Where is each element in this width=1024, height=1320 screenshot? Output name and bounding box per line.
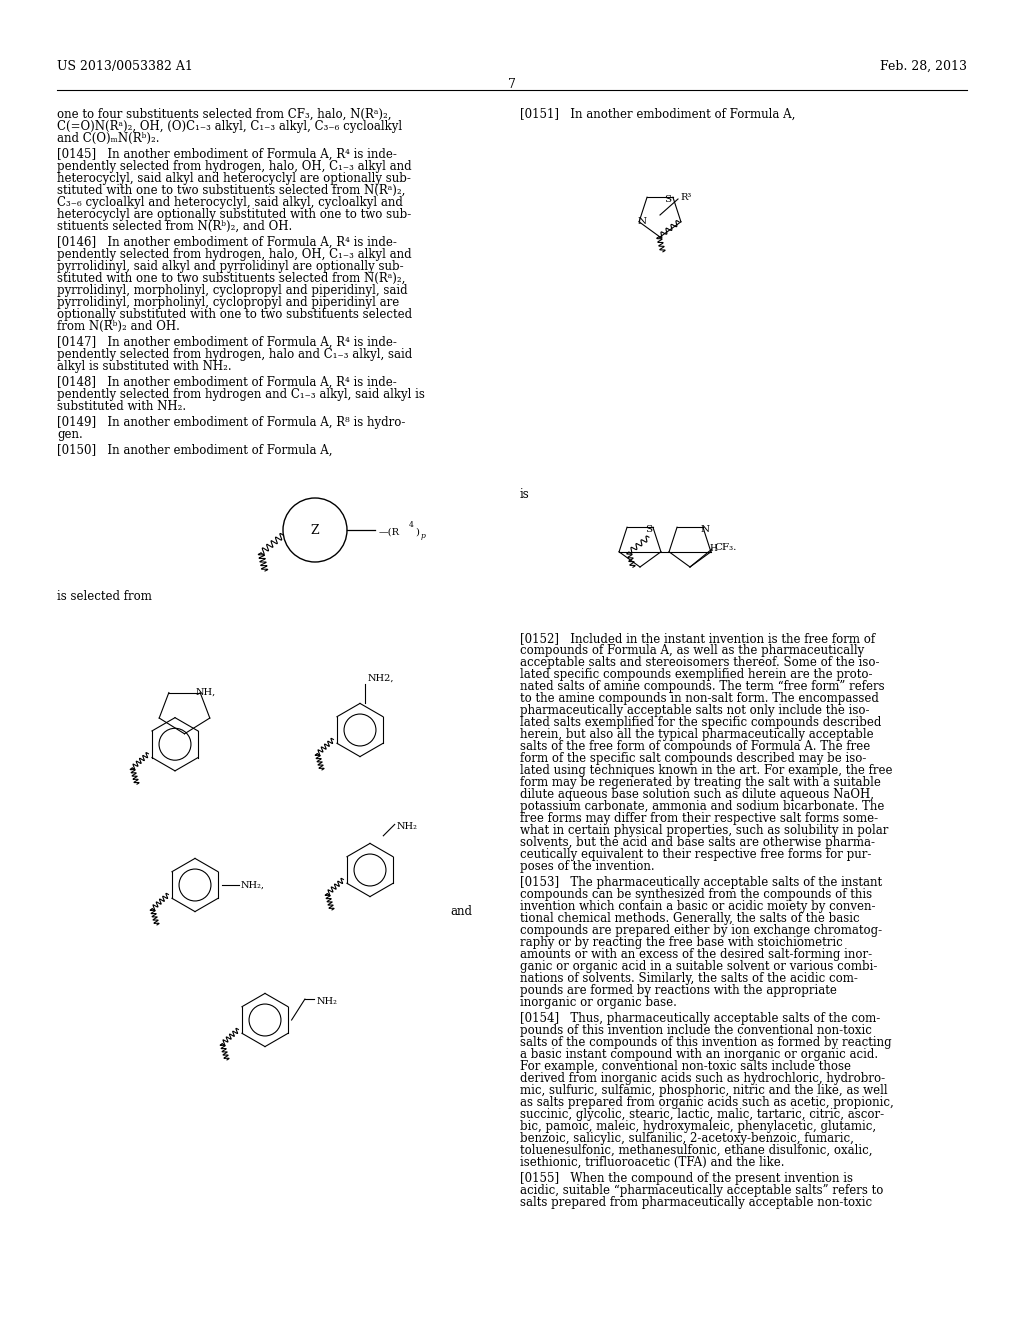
Text: a basic instant compound with an inorganic or organic acid.: a basic instant compound with an inorgan… [520, 1048, 879, 1061]
Text: NH₂,: NH₂, [241, 880, 264, 890]
Text: lated using techniques known in the art. For example, the free: lated using techniques known in the art.… [520, 764, 893, 777]
Text: H: H [709, 544, 717, 553]
Text: [0155]   When the compound of the present invention is: [0155] When the compound of the present … [520, 1172, 853, 1185]
Text: 4: 4 [409, 521, 414, 529]
Text: C₃₋₆ cycloalkyl and heterocyclyl, said alkyl, cycloalkyl and: C₃₋₆ cycloalkyl and heterocyclyl, said a… [57, 195, 402, 209]
Text: derived from inorganic acids such as hydrochloric, hydrobrо-: derived from inorganic acids such as hyd… [520, 1072, 885, 1085]
Text: nations of solvents. Similarly, the salts of the acidic com-: nations of solvents. Similarly, the salt… [520, 972, 858, 985]
Text: compounds of Formula A, as well as the pharmaceutically: compounds of Formula A, as well as the p… [520, 644, 864, 657]
Text: as salts prepared from organic acids such as acetic, propionic,: as salts prepared from organic acids suc… [520, 1096, 894, 1109]
Text: and: and [450, 906, 472, 917]
Text: pyrrolidinyl, morpholinyl, cyclopropyl and piperidinyl are: pyrrolidinyl, morpholinyl, cyclopropyl a… [57, 296, 399, 309]
Text: herein, but also all the typical pharmaceutically acceptable: herein, but also all the typical pharmac… [520, 729, 873, 741]
Text: US 2013/0053382 A1: US 2013/0053382 A1 [57, 59, 193, 73]
Text: ): ) [415, 528, 419, 536]
Text: NH2,: NH2, [368, 673, 394, 682]
Text: NH₂: NH₂ [316, 997, 337, 1006]
Text: pendently selected from hydrogen, halo and C₁₋₃ alkyl, said: pendently selected from hydrogen, halo a… [57, 348, 413, 360]
Text: salts prepared from pharmaceutically acceptable non-toxic: salts prepared from pharmaceutically acc… [520, 1196, 872, 1209]
Text: heterocyclyl, said alkyl and heterocyclyl are optionally sub-: heterocyclyl, said alkyl and heterocycly… [57, 172, 411, 185]
Text: [0147]   In another embodiment of Formula A, R⁴ is inde-: [0147] In another embodiment of Formula … [57, 337, 397, 348]
Text: Z: Z [310, 524, 319, 536]
Text: [0153]   The pharmaceutically acceptable salts of the instant: [0153] The pharmaceutically acceptable s… [520, 876, 882, 888]
Text: poses of the invention.: poses of the invention. [520, 861, 654, 873]
Text: NH₂: NH₂ [396, 822, 418, 830]
Text: lated salts exemplified for the specific compounds described: lated salts exemplified for the specific… [520, 715, 882, 729]
Text: —(R: —(R [379, 528, 400, 536]
Text: stituted with one to two substituents selected from N(Rᵃ)₂,: stituted with one to two substituents se… [57, 272, 406, 285]
Text: stituents selected from N(Rᵇ)₂, and OH.: stituents selected from N(Rᵇ)₂, and OH. [57, 220, 292, 234]
Text: potassium carbonate, ammonia and sodium bicarbonate. The: potassium carbonate, ammonia and sodium … [520, 800, 885, 813]
Text: [0154]   Thus, pharmaceutically acceptable salts of the com-: [0154] Thus, pharmaceutically acceptable… [520, 1012, 881, 1026]
Text: one to four substituents selected from CF₃, halo, N(Rᵃ)₂,: one to four substituents selected from C… [57, 108, 391, 121]
Text: salts of the free form of compounds of Formula A. The free: salts of the free form of compounds of F… [520, 741, 870, 752]
Text: [0151]   In another embodiment of Formula A,: [0151] In another embodiment of Formula … [520, 108, 796, 121]
Text: solvents, but the acid and base salts are otherwise pharma-: solvents, but the acid and base salts ar… [520, 836, 874, 849]
Text: substituted with NH₂.: substituted with NH₂. [57, 400, 186, 413]
Text: isethionic, trifluoroacetic (TFA) and the like.: isethionic, trifluoroacetic (TFA) and th… [520, 1156, 784, 1170]
Text: S: S [665, 195, 672, 203]
Text: acidic, suitable “pharmaceutically acceptable salts” refers to: acidic, suitable “pharmaceutically accep… [520, 1184, 884, 1197]
Text: form of the specific salt compounds described may be iso-: form of the specific salt compounds desc… [520, 752, 866, 766]
Text: [0149]   In another embodiment of Formula A, R⁸ is hydro-: [0149] In another embodiment of Formula … [57, 416, 406, 429]
Text: is selected from: is selected from [57, 590, 152, 603]
Text: pendently selected from hydrogen, halo, OH, C₁₋₃ alkyl and: pendently selected from hydrogen, halo, … [57, 160, 412, 173]
Text: [0146]   In another embodiment of Formula A, R⁴ is inde-: [0146] In another embodiment of Formula … [57, 236, 397, 249]
Text: ganic or organic acid in a suitable solvent or various combi-: ganic or organic acid in a suitable solv… [520, 960, 878, 973]
Text: stituted with one to two substituents selected from N(Rᵃ)₂,: stituted with one to two substituents se… [57, 183, 406, 197]
Text: and C(O)ₘN(Rᵇ)₂.: and C(O)ₘN(Rᵇ)₂. [57, 132, 160, 145]
Text: form may be regenerated by treating the salt with a suitable: form may be regenerated by treating the … [520, 776, 881, 789]
Text: succinic, glycolic, stearic, lactic, malic, tartaric, citric, ascor-: succinic, glycolic, stearic, lactic, mal… [520, 1107, 884, 1121]
Text: compounds are prepared either by ion exchange chromatog-: compounds are prepared either by ion exc… [520, 924, 882, 937]
Text: N: N [700, 525, 710, 533]
Text: pyrrolidinyl, said alkyl and pyrrolidinyl are optionally sub-: pyrrolidinyl, said alkyl and pyrrolidiny… [57, 260, 403, 273]
Text: mic, sulfuric, sulfamic, phosphoric, nitric and the like, as well: mic, sulfuric, sulfamic, phosphoric, nit… [520, 1084, 888, 1097]
Text: pharmaceutically acceptable salts not only include the iso-: pharmaceutically acceptable salts not on… [520, 704, 869, 717]
Text: bic, pamoic, maleic, hydroxymaleic, phenylacetic, glutamic,: bic, pamoic, maleic, hydroxymaleic, phen… [520, 1119, 877, 1133]
Text: benzoic, salicylic, sulfanilic, 2-acetoxy-benzoic, fumaric,: benzoic, salicylic, sulfanilic, 2-acetox… [520, 1133, 854, 1144]
Text: 7: 7 [508, 78, 516, 91]
Text: p: p [421, 532, 426, 540]
Text: [0145]   In another embodiment of Formula A, R⁴ is inde-: [0145] In another embodiment of Formula … [57, 148, 397, 161]
Text: pounds of this invention include the conventional non-toxic: pounds of this invention include the con… [520, 1024, 871, 1038]
Text: compounds can be synthesized from the compounds of this: compounds can be synthesized from the co… [520, 888, 872, 902]
Text: Feb. 28, 2013: Feb. 28, 2013 [880, 59, 967, 73]
Text: For example, conventional non-toxic salts include those: For example, conventional non-toxic salt… [520, 1060, 851, 1073]
Text: [0150]   In another embodiment of Formula A,: [0150] In another embodiment of Formula … [57, 444, 333, 457]
Text: C(=O)N(Rᵃ)₂, OH, (O)C₁₋₃ alkyl, C₁₋₃ alkyl, C₃₋₆ cycloalkyl: C(=O)N(Rᵃ)₂, OH, (O)C₁₋₃ alkyl, C₁₋₃ alk… [57, 120, 402, 133]
Text: from N(Rᵇ)₂ and OH.: from N(Rᵇ)₂ and OH. [57, 319, 180, 333]
Text: invention which contain a basic or acidic moiety by conven-: invention which contain a basic or acidi… [520, 900, 876, 913]
Text: CF₃.: CF₃. [714, 543, 736, 552]
Text: ceutically equivalent to their respective free forms for pur-: ceutically equivalent to their respectiv… [520, 847, 871, 861]
Text: free forms may differ from their respective salt forms some-: free forms may differ from their respect… [520, 812, 879, 825]
Text: salts of the compounds of this invention as formed by reacting: salts of the compounds of this invention… [520, 1036, 892, 1049]
Text: raphy or by reacting the free base with stoichiometric: raphy or by reacting the free base with … [520, 936, 843, 949]
Text: NH,: NH, [196, 688, 216, 697]
Text: dilute aqueous base solution such as dilute aqueous NaOH,: dilute aqueous base solution such as dil… [520, 788, 874, 801]
Text: [0148]   In another embodiment of Formula A, R⁴ is inde-: [0148] In another embodiment of Formula … [57, 376, 396, 389]
Text: acceptable salts and stereoisomers thereof. Some of the iso-: acceptable salts and stereoisomers there… [520, 656, 880, 669]
Text: S: S [645, 525, 652, 533]
Text: optionally substituted with one to two substituents selected: optionally substituted with one to two s… [57, 308, 412, 321]
Text: is: is [520, 488, 529, 502]
Text: tional chemical methods. Generally, the salts of the basic: tional chemical methods. Generally, the … [520, 912, 859, 925]
Text: nated salts of amine compounds. The term “free form” refers: nated salts of amine compounds. The term… [520, 680, 885, 693]
Text: pounds are formed by reactions with the appropriate: pounds are formed by reactions with the … [520, 983, 837, 997]
Text: what in certain physical properties, such as solubility in polar: what in certain physical properties, suc… [520, 824, 889, 837]
Text: alkyl is substituted with NH₂.: alkyl is substituted with NH₂. [57, 360, 231, 374]
Text: amounts or with an excess of the desired salt-forming inor-: amounts or with an excess of the desired… [520, 948, 872, 961]
Text: to the amine compounds in non-salt form. The encompassed: to the amine compounds in non-salt form.… [520, 692, 879, 705]
Text: pendently selected from hydrogen and C₁₋₃ alkyl, said alkyl is: pendently selected from hydrogen and C₁₋… [57, 388, 425, 401]
Text: toluenesulfonic, methanesulfonic, ethane disulfonic, oxalic,: toluenesulfonic, methanesulfonic, ethane… [520, 1144, 872, 1158]
Text: R³: R³ [680, 193, 691, 202]
Text: lated specific compounds exemplified herein are the proto-: lated specific compounds exemplified her… [520, 668, 872, 681]
Text: N: N [638, 218, 646, 226]
Text: inorganic or organic base.: inorganic or organic base. [520, 997, 677, 1008]
Text: heterocyclyl are optionally substituted with one to two sub-: heterocyclyl are optionally substituted … [57, 209, 412, 220]
Text: gen.: gen. [57, 428, 83, 441]
Text: pendently selected from hydrogen, halo, OH, C₁₋₃ alkyl and: pendently selected from hydrogen, halo, … [57, 248, 412, 261]
Text: pyrrolidinyl, morpholinyl, cyclopropyl and piperidinyl, said: pyrrolidinyl, morpholinyl, cyclopropyl a… [57, 284, 408, 297]
Text: [0152]   Included in the instant invention is the free form of: [0152] Included in the instant invention… [520, 632, 876, 645]
